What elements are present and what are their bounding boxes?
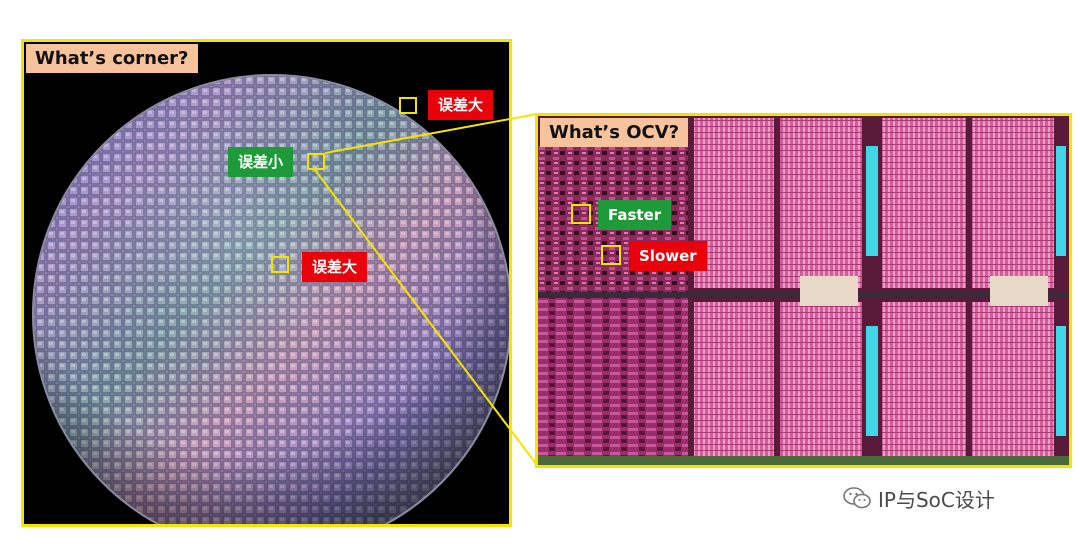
slower-label: Slower (629, 241, 707, 271)
faster-label: Faster (598, 200, 672, 230)
large-error-label-top: 误差大 (428, 90, 494, 120)
watermark-text: IP与SoC设计 (878, 487, 995, 512)
die-layout-image (538, 116, 1069, 465)
wafer-lower-marker (271, 256, 289, 273)
large-error-label-lower: 误差大 (302, 252, 368, 282)
wafer-edge-marker (399, 97, 417, 114)
ocv-title: What’s OCV? (540, 118, 689, 147)
wechat-icon (843, 487, 871, 509)
die-panel: What’s OCV? (535, 113, 1072, 468)
small-error-label: 误差小 (228, 147, 294, 177)
corner-title: What’s corner? (26, 44, 198, 73)
wafer-center-marker (307, 153, 325, 170)
faster-marker (571, 204, 591, 224)
watermark: IP与SoC设计 (842, 484, 995, 512)
slower-marker (601, 245, 621, 265)
